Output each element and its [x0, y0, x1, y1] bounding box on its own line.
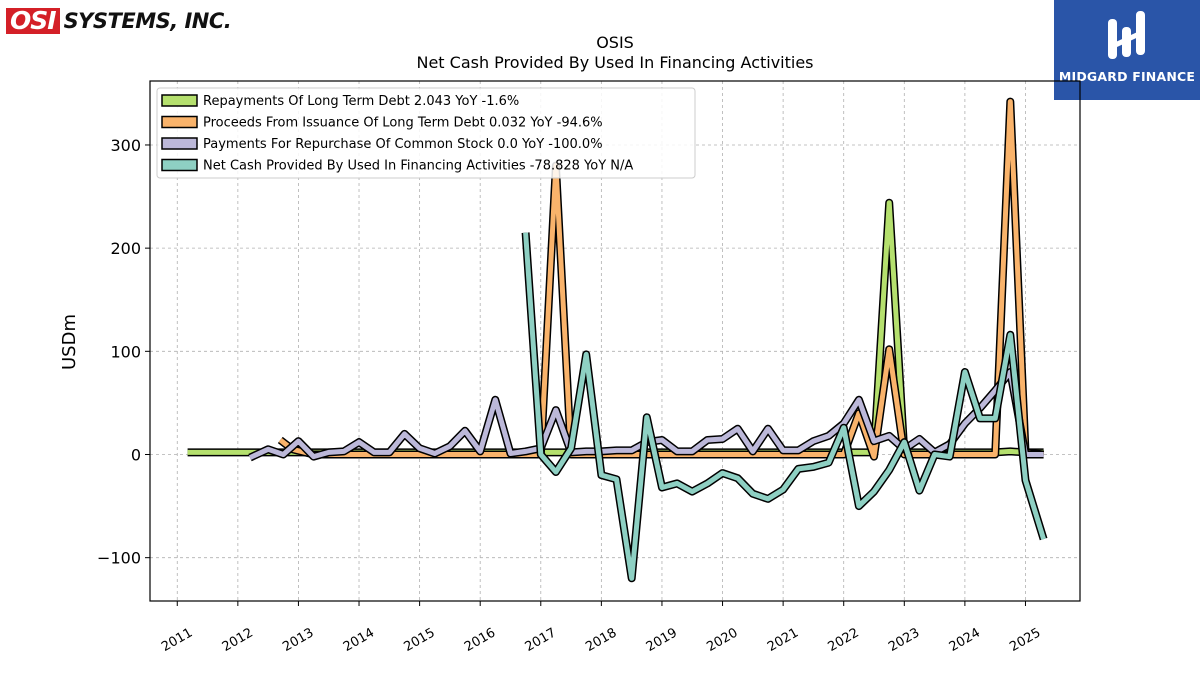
- x-tick-label: 2020: [704, 625, 740, 655]
- series-outline: [521, 232, 1048, 583]
- legend-swatch: [161, 137, 198, 150]
- x-tick-label: 2017: [523, 625, 559, 655]
- legend-label: Repayments Of Long Term Debt 2.043 YoY -…: [203, 94, 519, 109]
- x-tick-label: 2013: [280, 625, 316, 655]
- x-tick-label: 2025: [1007, 625, 1043, 655]
- y-tick-label: 300: [110, 136, 141, 155]
- x-tick-label: 2016: [462, 625, 498, 655]
- legend-box: [156, 87, 696, 179]
- company-logo-box: OSI: [6, 8, 60, 34]
- legend-label: Proceeds From Issuance Of Long Term Debt…: [203, 116, 603, 131]
- legend-swatch: [161, 94, 198, 107]
- x-tick-label: 2014: [341, 625, 377, 655]
- series-outline: [187, 198, 1044, 457]
- company-logo-text: SYSTEMS, INC.: [63, 9, 232, 33]
- y-axis-label: USDm: [59, 314, 80, 370]
- series-line: [187, 200, 1044, 455]
- x-tick-label: 2019: [644, 625, 680, 655]
- publisher-logo: MIDGARD FINANCE: [1054, 0, 1200, 100]
- x-tick-label: 2021: [765, 625, 801, 655]
- legend-label: Payments For Repurchase Of Common Stock …: [203, 137, 603, 152]
- x-tick-label: 2024: [947, 625, 983, 655]
- series-line: [523, 232, 1046, 581]
- x-tick-label: 2018: [583, 625, 619, 655]
- legend-swatch: [161, 115, 198, 129]
- y-tick-label: 0: [131, 445, 141, 464]
- y-tick-label: −100: [97, 549, 141, 568]
- chart-subtitle: Net Cash Provided By Used In Financing A…: [416, 53, 813, 72]
- series-lines: [187, 97, 1048, 583]
- x-tick-label: 2022: [826, 625, 862, 655]
- x-tick-label: 2023: [886, 625, 922, 655]
- y-tick-label: 200: [110, 239, 141, 258]
- company-logo: OSI SYSTEMS, INC.: [6, 6, 232, 36]
- legend-label: Net Cash Provided By Used In Financing A…: [203, 159, 633, 174]
- legend-swatch: [161, 158, 198, 172]
- x-tick-label: 2012: [220, 625, 256, 655]
- x-tick-label: 2015: [401, 625, 437, 655]
- plot-frame: [149, 80, 1081, 602]
- publisher-name: MIDGARD FINANCE: [1058, 69, 1196, 84]
- y-tick-label: 100: [110, 342, 141, 361]
- chart-title: OSIS: [596, 33, 634, 52]
- x-tick-label: 2011: [159, 625, 195, 655]
- legend: Repayments Of Long Term Debt 2.043 YoY -…: [156, 87, 696, 179]
- publisher-mark-icon: [1108, 11, 1145, 59]
